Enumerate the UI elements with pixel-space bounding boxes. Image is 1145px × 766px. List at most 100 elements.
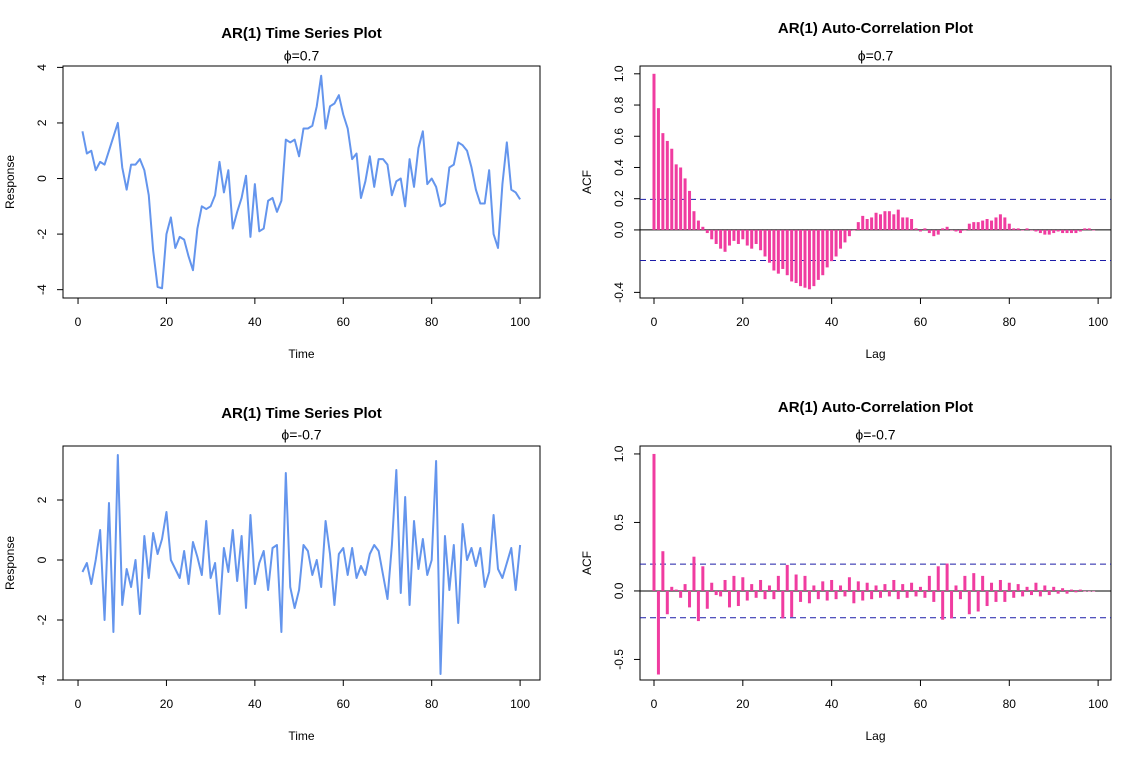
acf-bar <box>785 564 789 591</box>
acf-bar <box>812 229 816 287</box>
acf-bar <box>674 589 678 591</box>
acf-bar <box>799 590 803 602</box>
y-axis-label: Response <box>3 155 17 209</box>
acf-bar <box>656 590 660 675</box>
acf-bar <box>950 229 954 231</box>
acf-bar <box>874 585 878 591</box>
acf-bar <box>1038 229 1042 234</box>
acf-bar <box>767 229 771 263</box>
x-tick-label: 0 <box>651 697 658 711</box>
chart-title: AR(1) Auto-Correlation Plot <box>778 20 973 37</box>
acf-bar <box>878 214 882 230</box>
x-axis-label: Lag <box>865 729 885 743</box>
acf-bar <box>936 229 940 235</box>
acf-bar <box>719 590 723 597</box>
acf-bar <box>994 217 998 230</box>
acf-bar <box>710 229 714 240</box>
acf-bar <box>918 586 922 591</box>
acf-bar <box>994 590 998 602</box>
acf-bar <box>1003 590 1007 602</box>
y-tick-label: 4 <box>35 64 49 71</box>
acf-bar <box>843 229 847 243</box>
acf-bar <box>790 229 794 282</box>
acf-bar <box>692 556 696 591</box>
acf-bar <box>1065 590 1069 594</box>
acf-bar <box>941 590 945 620</box>
series-line <box>81 454 522 675</box>
x-tick-label: 60 <box>337 315 351 329</box>
acf-bar <box>821 581 825 591</box>
acf-bar <box>865 582 869 591</box>
acf-bar <box>1061 229 1065 234</box>
y-tick-label: -4 <box>35 674 49 685</box>
chart-subtitle: ϕ=-0.7 <box>855 427 895 443</box>
acf-bar <box>945 226 949 230</box>
acf-bar <box>692 211 696 230</box>
acf-bar <box>843 590 847 597</box>
acf-bar <box>745 229 749 246</box>
acf-bar <box>781 229 785 269</box>
y-tick-label: 0.4 <box>612 159 626 176</box>
acf-bar <box>923 228 927 230</box>
acf-bar <box>967 590 971 615</box>
x-tick-label: 80 <box>1003 315 1017 329</box>
acf-bar <box>1083 228 1087 230</box>
x-tick-label: 40 <box>825 315 839 329</box>
acf-bar <box>936 566 940 591</box>
acf-bar <box>1078 229 1082 232</box>
acf-bar <box>745 590 749 601</box>
acf-bar <box>990 582 994 591</box>
acf-bar <box>870 590 874 600</box>
acf-bar <box>670 148 674 230</box>
acf-bar <box>1061 588 1065 591</box>
x-tick-label: 0 <box>75 315 82 329</box>
acf-bar <box>958 590 962 600</box>
y-axis-label: ACF <box>580 551 594 575</box>
plot-frame <box>639 65 1112 299</box>
acf-bar <box>981 220 985 230</box>
acf-bar <box>1069 229 1073 234</box>
y-tick-label: -4 <box>35 284 49 295</box>
acf-bar <box>679 167 683 230</box>
acf-bar <box>1030 229 1034 231</box>
y-tick-label: 0.0 <box>612 221 626 238</box>
acf-bar <box>679 590 683 598</box>
acf-bar <box>1025 586 1029 591</box>
y-tick-label: -0.4 <box>612 282 626 303</box>
x-axis-label: Time <box>288 347 315 361</box>
y-tick-label: 0 <box>35 175 49 182</box>
acf-bar <box>856 222 860 230</box>
acf-bar <box>1007 582 1011 591</box>
acf-bar <box>1016 584 1020 591</box>
acf-bar <box>998 214 1002 230</box>
acf-bar <box>954 229 958 232</box>
acf-bar <box>767 585 771 591</box>
x-tick-label: 60 <box>914 697 928 711</box>
y-tick-label: 0.8 <box>612 96 626 113</box>
y-axis-label: Response <box>3 536 17 590</box>
acf-bar <box>914 228 918 230</box>
acf-bar <box>772 590 776 600</box>
acf-bar <box>963 229 967 231</box>
acf-bar <box>932 229 936 237</box>
acf-bar <box>763 590 767 600</box>
acf-bar <box>1078 589 1082 591</box>
acf-bar <box>741 577 745 591</box>
acf-bar <box>954 585 958 591</box>
x-tick-label: 20 <box>736 697 750 711</box>
acf-bar <box>914 590 918 597</box>
acf-bar <box>878 590 882 598</box>
acf-bar <box>696 220 700 230</box>
x-tick-label: 40 <box>248 315 262 329</box>
acf-bar <box>799 229 803 287</box>
acf-bar <box>1087 590 1091 592</box>
acf-bar <box>847 577 851 591</box>
y-tick-label: 0 <box>35 556 49 563</box>
acf-bar <box>790 590 794 617</box>
acf-bar <box>750 229 754 249</box>
acf-bar <box>803 575 807 591</box>
acf-bar <box>701 226 705 230</box>
y-tick-label: -2 <box>35 614 49 625</box>
plot-frame <box>62 445 541 681</box>
